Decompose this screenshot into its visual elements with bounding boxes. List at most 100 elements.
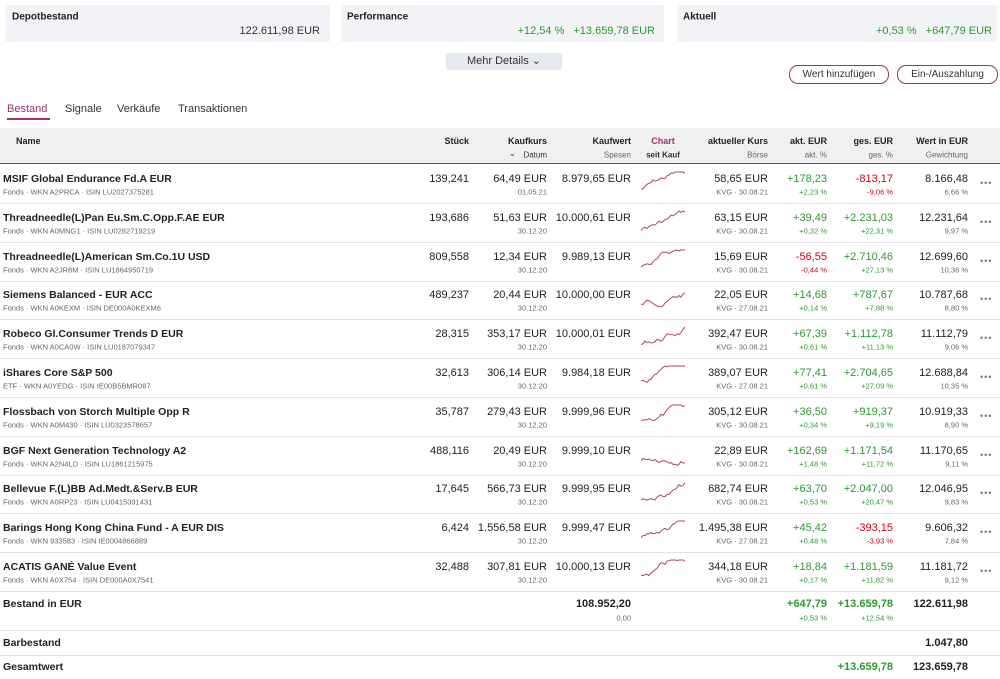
column-subheader: ges. % bbox=[868, 150, 893, 160]
tab[interactable]: Bestand bbox=[7, 103, 48, 115]
column-header: Name bbox=[16, 136, 41, 146]
asset-name[interactable]: MSIF Global Endurance Fd.A EUR bbox=[3, 173, 172, 185]
row-menu[interactable]: ••• bbox=[980, 333, 993, 344]
asset-name[interactable]: Barings Hong Kong China Fund - A EUR DIS bbox=[3, 522, 224, 535]
asset-name[interactable]: iShares Core S&P 500 bbox=[3, 367, 113, 379]
total-value: 122.611,98 bbox=[913, 598, 968, 610]
buy-price: 353,17 EUR bbox=[487, 328, 547, 341]
exchange: KVG · 30.08.21 bbox=[716, 575, 768, 585]
row-menu[interactable]: ••• bbox=[980, 410, 993, 421]
row-menu[interactable]: ••• bbox=[980, 294, 993, 305]
buy-date: 30.12.20 bbox=[517, 575, 547, 585]
asset-name[interactable]: Threadneedle(L)Pan Eu.Sm.C.Opp.F.AE EUR bbox=[3, 211, 225, 224]
buy-date: 30.12.20 bbox=[517, 536, 547, 546]
change-pct: +0,48 % bbox=[799, 536, 827, 546]
asset-name[interactable]: ACATIS GANÉ Value Event bbox=[3, 561, 137, 573]
value: 11.181,72 bbox=[919, 561, 968, 573]
exchange: KVG · 27.08.21 bbox=[716, 536, 768, 546]
sort-arrow: ⌄ bbox=[509, 149, 516, 158]
row-menu[interactable]: ••• bbox=[980, 255, 993, 266]
total-change-pct: -3,93 % bbox=[867, 536, 893, 546]
buy-value: 9.989,13 EUR bbox=[561, 250, 631, 263]
total-change-pct: +11,82 % bbox=[861, 575, 893, 585]
current-price: 1.495,38 EUR bbox=[698, 522, 768, 535]
value: 10.787,68 bbox=[919, 289, 968, 302]
row-menu[interactable]: ••• bbox=[980, 527, 993, 538]
asset-name[interactable]: BGF Next Generation Technology A2 bbox=[3, 444, 187, 457]
weight: 6,66 % bbox=[944, 187, 968, 197]
column-header: Chart bbox=[651, 136, 675, 146]
change-eur: +67,39 bbox=[793, 328, 827, 341]
buy-date: 30.12.20 bbox=[517, 226, 547, 236]
total-change-pct: +22,31 % bbox=[861, 226, 893, 236]
asset-name[interactable]: Robeco Gl.Consumer Trends D EUR bbox=[3, 328, 184, 341]
asset-name[interactable]: Siemens Balanced - EUR ACC bbox=[3, 289, 153, 302]
buy-price: 12,34 EUR bbox=[493, 250, 547, 263]
weight: 9,11 % bbox=[945, 459, 968, 469]
current-price: 22,05 EUR bbox=[714, 289, 768, 302]
summary-value: +13.659,78 EUR bbox=[573, 25, 655, 37]
buy-price: 306,14 EUR bbox=[487, 367, 547, 379]
row-menu[interactable]: ••• bbox=[980, 372, 993, 382]
quantity: 139,241 bbox=[429, 173, 469, 185]
total-change-pct: +11,72 % bbox=[861, 459, 893, 469]
total-change-pct: +11,13 % bbox=[861, 342, 893, 352]
current-price: 22,89 EUR bbox=[714, 444, 768, 457]
asset-info: Fonds · WKN A2JR8M · ISIN LU1864950719 bbox=[3, 265, 154, 275]
sparkline-path bbox=[641, 210, 685, 231]
row-divider bbox=[0, 397, 1000, 398]
deposit-button[interactable]: Ein-/Auszahlung bbox=[897, 65, 998, 84]
weight: 9,97 % bbox=[944, 226, 968, 236]
row-divider bbox=[0, 280, 1000, 282]
add-button[interactable]: Wert hinzufügen bbox=[789, 65, 889, 84]
asset-info: Fonds · WKN A2N4LD · ISIN LU1861215975 bbox=[3, 459, 153, 469]
sparkline bbox=[641, 326, 685, 346]
asset-name[interactable]: Threadneedle(L)American Sm.Co.1U USD bbox=[3, 250, 211, 263]
tab[interactable]: Transaktionen bbox=[178, 103, 248, 115]
summary-box bbox=[5, 5, 330, 42]
quantity: 28,315 bbox=[435, 328, 469, 341]
sparkline-path bbox=[641, 404, 685, 421]
row-menu[interactable]: ••• bbox=[980, 488, 993, 499]
total-change-pct: +20,47 % bbox=[861, 497, 893, 507]
buy-price: 566,73 EUR bbox=[487, 483, 547, 496]
summary-value: +12,54 % bbox=[517, 25, 565, 37]
total-change-eur: +2.710,46 bbox=[843, 250, 893, 263]
exchange: KVG · 30.08.21 bbox=[716, 342, 768, 352]
buy-value: 10.000,61 EUR bbox=[555, 211, 631, 224]
sparkline bbox=[641, 457, 685, 466]
current-price: 15,69 EUR bbox=[714, 250, 768, 263]
value: 12.699,60 bbox=[919, 250, 968, 263]
current-price: 344,18 EUR bbox=[708, 561, 768, 573]
more-details[interactable]: Mehr Details ⌄ bbox=[446, 53, 562, 70]
total-change-eur: +2.704,65 bbox=[843, 367, 893, 379]
row-menu[interactable]: ••• bbox=[980, 216, 993, 227]
buy-date: 30.12.20 bbox=[517, 303, 547, 313]
tab[interactable]: Verkäufe bbox=[117, 103, 161, 115]
total-change-eur: +1.181,59 bbox=[843, 561, 893, 573]
change-eur: +14,68 bbox=[793, 289, 827, 302]
row-menu[interactable]: ••• bbox=[980, 178, 993, 188]
buy-date: 30.12.20 bbox=[517, 497, 547, 507]
change-pct: +0,53 % bbox=[799, 497, 827, 507]
tab[interactable]: Signale bbox=[65, 103, 102, 115]
column-header: Wert in EUR bbox=[916, 136, 968, 146]
weight: 9,06 % bbox=[944, 342, 968, 352]
asset-name[interactable]: Flossbach von Storch Multiple Opp R bbox=[3, 405, 190, 418]
change-pct: -0,44 % bbox=[801, 265, 827, 275]
buy-value: 10.000,00 EUR bbox=[555, 289, 631, 302]
sparkline-path bbox=[641, 171, 685, 190]
weight: 7,84 % bbox=[944, 536, 968, 546]
change-eur: +39,49 bbox=[793, 211, 827, 224]
buy-price: 307,81 EUR bbox=[487, 561, 547, 573]
row-menu[interactable]: ••• bbox=[980, 449, 993, 460]
change-pct: +0,61 % bbox=[799, 381, 827, 391]
change-eur: -56,55 bbox=[795, 250, 827, 263]
row-menu[interactable]: ••• bbox=[980, 566, 993, 576]
sparkline bbox=[641, 292, 685, 308]
buy-date: 30.12.20 bbox=[517, 459, 547, 469]
weight: 10,36 % bbox=[940, 265, 968, 275]
asset-name[interactable]: Bellevue F.(L)BB Ad.Medt.&Serv.B EUR bbox=[3, 483, 198, 496]
asset-info: Fonds · WKN A0KEXM · ISIN DE000A0KEXM6 bbox=[3, 303, 161, 313]
row-divider bbox=[0, 319, 1000, 321]
